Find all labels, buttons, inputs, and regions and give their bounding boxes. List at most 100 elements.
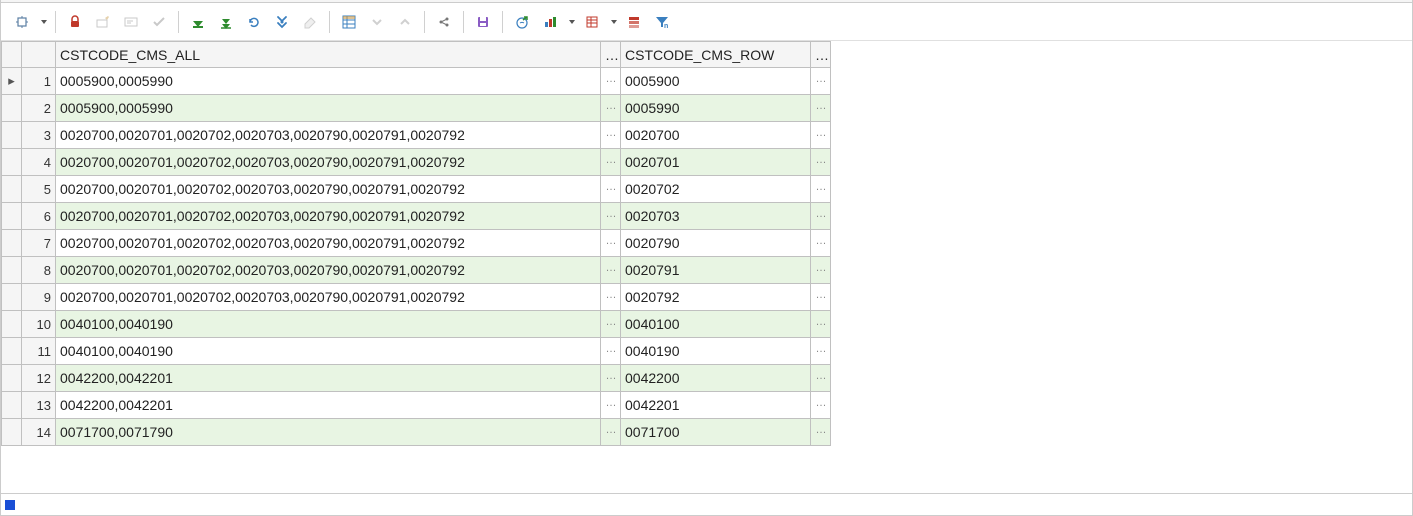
cell-ellipsis-button[interactable]: … [811, 122, 831, 149]
row-number[interactable]: 13 [22, 392, 56, 419]
cell-cstcode-all[interactable]: 0042200,0042201 [56, 365, 601, 392]
row-marker[interactable] [2, 338, 22, 365]
row-marker[interactable] [2, 311, 22, 338]
row-number[interactable]: 7 [22, 230, 56, 257]
row-marker[interactable] [2, 230, 22, 257]
row-number[interactable]: 9 [22, 284, 56, 311]
cell-cstcode-all[interactable]: 0020700,0020701,0020702,0020703,0020790,… [56, 149, 601, 176]
table-row[interactable]: 100040100,0040190…0040100… [2, 311, 831, 338]
fetch-all-icon[interactable] [213, 9, 239, 35]
cell-cstcode-row[interactable]: 0005900 [621, 68, 811, 95]
row-number[interactable]: 8 [22, 257, 56, 284]
cell-cstcode-all[interactable]: 0042200,0042201 [56, 392, 601, 419]
cell-ellipsis-button[interactable]: … [601, 230, 621, 257]
cell-ellipsis-button[interactable]: … [811, 311, 831, 338]
cell-cstcode-all[interactable]: 0020700,0020701,0020702,0020703,0020790,… [56, 284, 601, 311]
commit-check-icon[interactable] [146, 9, 172, 35]
column-header-all-btn[interactable]: … [601, 42, 621, 68]
column-header-all[interactable]: CSTCODE_CMS_ALL [56, 42, 601, 68]
table-row[interactable]: 120042200,0042201…0042200… [2, 365, 831, 392]
row-number[interactable]: 2 [22, 95, 56, 122]
cell-ellipsis-button[interactable]: … [601, 68, 621, 95]
cell-cstcode-row[interactable]: 0020700 [621, 122, 811, 149]
cell-ellipsis-button[interactable]: … [811, 95, 831, 122]
column-header-row-btn[interactable]: … [811, 42, 831, 68]
cell-ellipsis-button[interactable]: … [811, 338, 831, 365]
table-row[interactable]: 60020700,0020701,0020702,0020703,0020790… [2, 203, 831, 230]
fetch-first-icon[interactable] [185, 9, 211, 35]
table-row[interactable]: 140071700,0071790…0071700… [2, 419, 831, 446]
chart-icon[interactable] [537, 9, 563, 35]
cell-ellipsis-button[interactable]: … [601, 203, 621, 230]
table-row[interactable]: 70020700,0020701,0020702,0020703,0020790… [2, 230, 831, 257]
cell-cstcode-row[interactable]: 0020790 [621, 230, 811, 257]
cell-ellipsis-button[interactable]: … [811, 68, 831, 95]
table-row[interactable]: 50020700,0020701,0020702,0020703,0020790… [2, 176, 831, 203]
report-icon[interactable] [579, 9, 605, 35]
list-icon[interactable] [621, 9, 647, 35]
cell-ellipsis-button[interactable]: … [811, 284, 831, 311]
row-number[interactable]: 12 [22, 365, 56, 392]
eraser-icon[interactable] [297, 9, 323, 35]
resize-dropdown-icon[interactable] [37, 9, 49, 35]
cell-ellipsis-button[interactable]: … [601, 95, 621, 122]
cell-ellipsis-button[interactable]: … [811, 419, 831, 446]
table-row[interactable]: 20005900,0005990…0005990… [2, 95, 831, 122]
lock-icon[interactable] [62, 9, 88, 35]
cell-cstcode-all[interactable]: 0020700,0020701,0020702,0020703,0020790,… [56, 257, 601, 284]
row-marker[interactable] [2, 284, 22, 311]
row-marker[interactable] [2, 122, 22, 149]
row-marker[interactable] [2, 257, 22, 284]
cell-ellipsis-button[interactable]: … [601, 176, 621, 203]
row-number[interactable]: 1 [22, 68, 56, 95]
report-dropdown-icon[interactable] [607, 9, 619, 35]
cell-cstcode-all[interactable]: 0020700,0020701,0020702,0020703,0020790,… [56, 230, 601, 257]
cell-cstcode-all[interactable]: 0040100,0040190 [56, 338, 601, 365]
cell-ellipsis-button[interactable]: … [811, 176, 831, 203]
table-row[interactable]: 130042200,0042201…0042201… [2, 392, 831, 419]
cell-cstcode-all[interactable]: 0005900,0005990 [56, 68, 601, 95]
row-marker[interactable] [2, 392, 22, 419]
save-icon[interactable] [470, 9, 496, 35]
cell-cstcode-row[interactable]: 0020702 [621, 176, 811, 203]
row-marker[interactable] [2, 365, 22, 392]
cell-cstcode-row[interactable]: 0020703 [621, 203, 811, 230]
cell-ellipsis-button[interactable]: … [811, 257, 831, 284]
resize-icon[interactable] [9, 9, 35, 35]
table-row[interactable]: 110040100,0040190…0040190… [2, 338, 831, 365]
row-number[interactable]: 3 [22, 122, 56, 149]
table-row[interactable]: 80020700,0020701,0020702,0020703,0020790… [2, 257, 831, 284]
filter-icon[interactable]: n [649, 9, 675, 35]
table-row[interactable]: 30020700,0020701,0020702,0020703,0020790… [2, 122, 831, 149]
row-number[interactable]: 5 [22, 176, 56, 203]
cell-ellipsis-button[interactable]: … [601, 311, 621, 338]
cell-cstcode-all[interactable]: 0040100,0040190 [56, 311, 601, 338]
cell-ellipsis-button[interactable]: … [601, 392, 621, 419]
cell-ellipsis-button[interactable]: … [811, 365, 831, 392]
cell-ellipsis-button[interactable]: … [601, 419, 621, 446]
cell-ellipsis-button[interactable]: … [601, 122, 621, 149]
row-number[interactable]: 10 [22, 311, 56, 338]
cell-cstcode-row[interactable]: 0040100 [621, 311, 811, 338]
cell-ellipsis-button[interactable]: … [601, 257, 621, 284]
chart-dropdown-icon[interactable] [565, 9, 577, 35]
cell-ellipsis-button[interactable]: … [601, 365, 621, 392]
cell-ellipsis-button[interactable]: … [811, 149, 831, 176]
cell-ellipsis-button[interactable]: … [811, 230, 831, 257]
cell-cstcode-row[interactable]: 0020791 [621, 257, 811, 284]
cell-cstcode-row[interactable]: 0042201 [621, 392, 811, 419]
row-number[interactable]: 4 [22, 149, 56, 176]
cell-cstcode-all[interactable]: 0020700,0020701,0020702,0020703,0020790,… [56, 122, 601, 149]
row-marker[interactable] [2, 149, 22, 176]
export-icon[interactable] [509, 9, 535, 35]
table-row[interactable]: 90020700,0020701,0020702,0020703,0020790… [2, 284, 831, 311]
cell-cstcode-all[interactable]: 0071700,0071790 [56, 419, 601, 446]
row-marker[interactable] [2, 176, 22, 203]
cell-cstcode-all[interactable]: 0020700,0020701,0020702,0020703,0020790,… [56, 176, 601, 203]
row-marker[interactable] [2, 203, 22, 230]
edit-row-icon[interactable] [90, 9, 116, 35]
nav-up-icon[interactable] [392, 9, 418, 35]
nav-down-icon[interactable] [364, 9, 390, 35]
cell-cstcode-row[interactable]: 0020701 [621, 149, 811, 176]
cell-cstcode-row[interactable]: 0005990 [621, 95, 811, 122]
